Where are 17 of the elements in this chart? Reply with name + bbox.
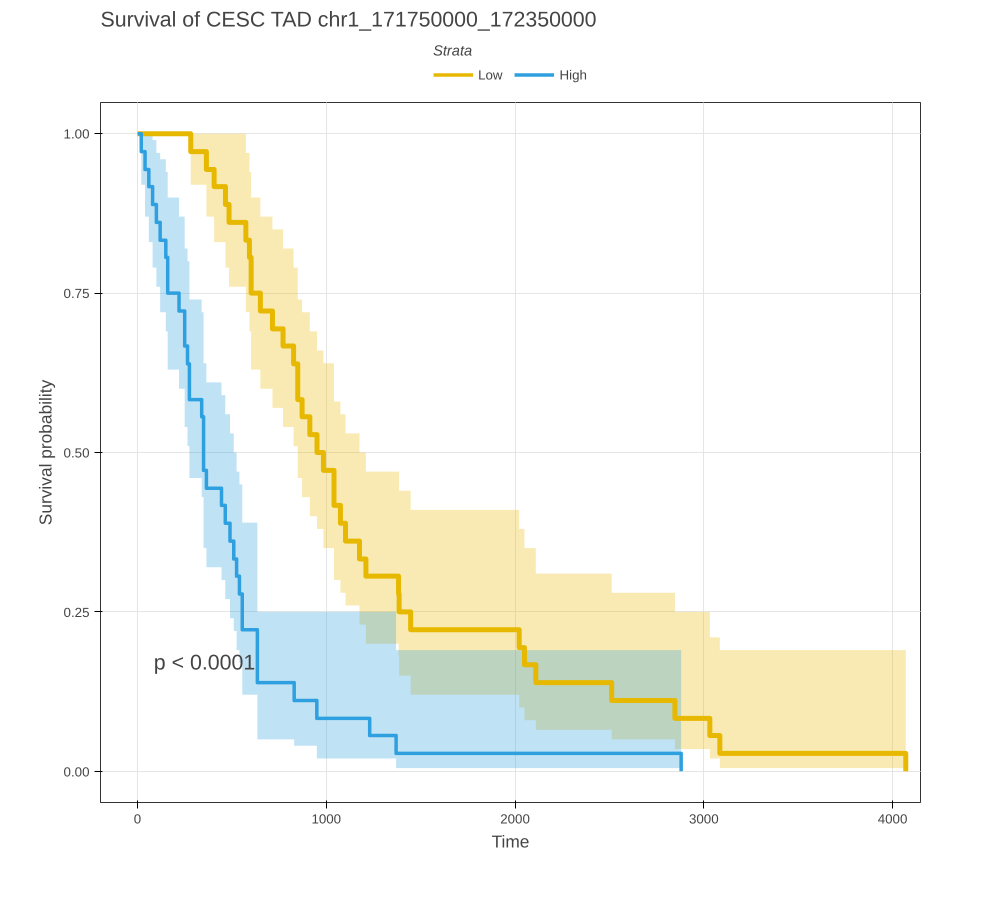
legend-title: Strata	[433, 44, 474, 60]
annotation: p < 0.0001	[154, 650, 256, 674]
chart-title: Survival of CESC TAD chr1_171750000_172350000	[100, 8, 597, 32]
legend-label: High	[560, 67, 587, 82]
y-axis-title: Survival probability	[36, 379, 56, 526]
x-axis-title: Time	[492, 832, 530, 852]
x-tick-label: 2000	[500, 812, 530, 826]
y-tick-label: 1.00	[64, 126, 90, 142]
x-tick-label: 3000	[688, 812, 719, 826]
x-tick-label: 4000	[878, 812, 908, 826]
y-tick-label: 0.75	[64, 286, 90, 302]
x-tick-label: 1000	[311, 812, 342, 826]
y-tick-label: 0.00	[64, 764, 90, 780]
y-tick-label: 0.50	[64, 446, 90, 460]
y-tick-label: 0.25	[64, 604, 90, 620]
legend-label: Low	[478, 67, 503, 82]
x-tick-label: 0	[134, 812, 142, 826]
